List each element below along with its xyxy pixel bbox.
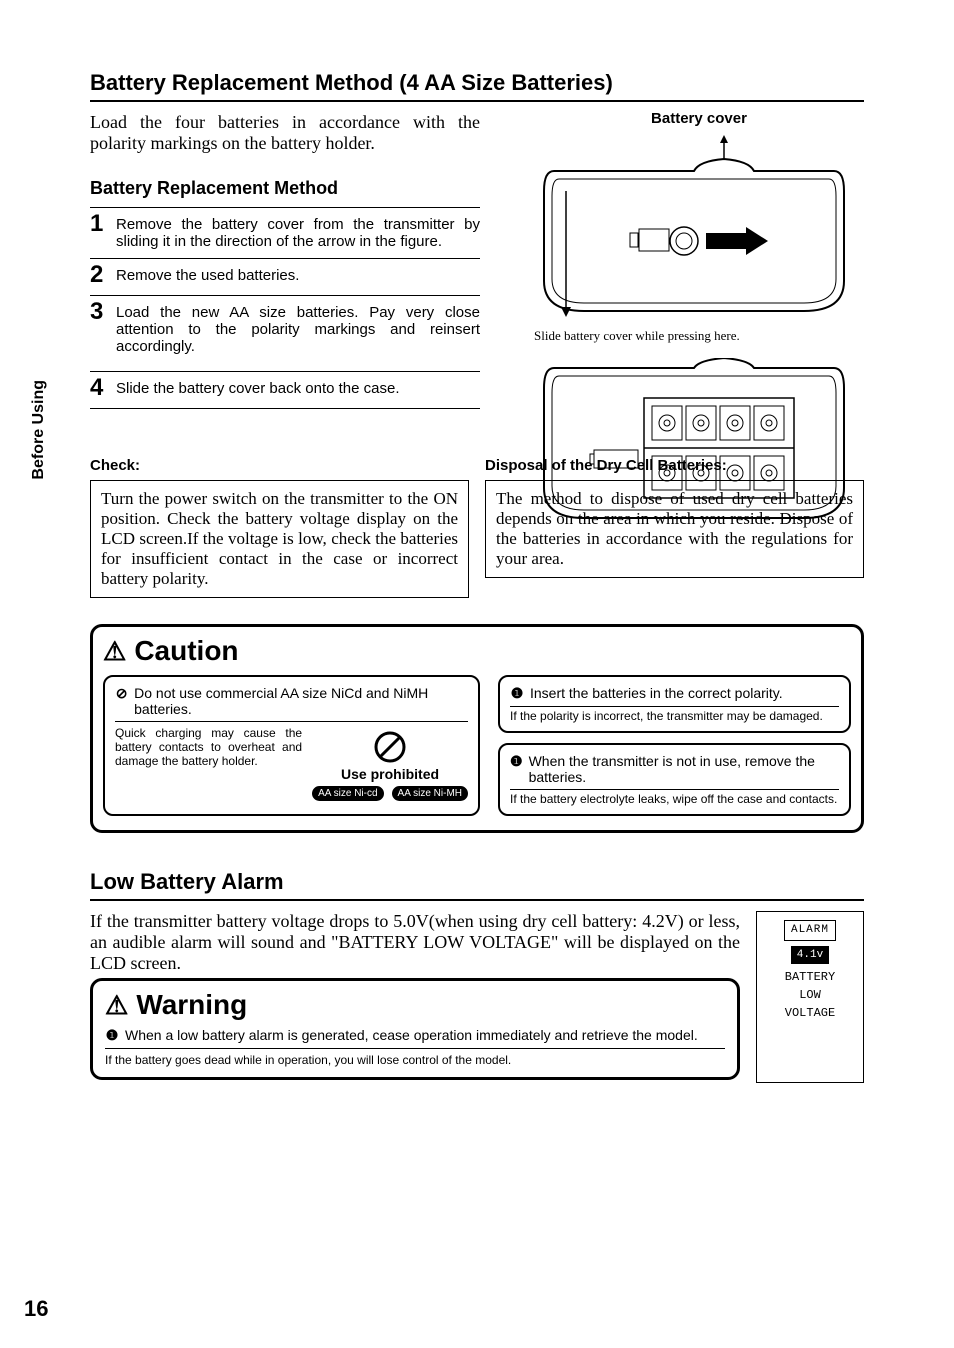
caution3-sub: If the battery electrolyte leaks, wipe o… <box>510 792 839 806</box>
caution-box-3: ❶ When the transmitter is not in use, re… <box>498 743 851 816</box>
step-text: Slide the battery cover back onto the ca… <box>116 376 480 397</box>
lcd-voltage: 4.1v <box>791 946 829 965</box>
prohibit-icon: ⊘ <box>115 685 128 702</box>
figures-area: Battery cover Slide battery cover while … <box>534 110 864 533</box>
battery-cover-caption: Slide battery cover while pressing here. <box>534 328 864 344</box>
side-tab: Before Using <box>30 380 48 480</box>
low-battery-text: If the transmitter battery voltage drops… <box>90 911 740 974</box>
pill-nimh: AA size Ni-MH <box>392 786 468 801</box>
caution-box-2: ❶ Insert the batteries in the correct po… <box>498 675 851 733</box>
caution-title: ⚠ Caution <box>103 635 851 667</box>
warning-title-text: Warning <box>136 989 247 1021</box>
low-battery-section: Low Battery Alarm If the transmitter bat… <box>90 869 864 1083</box>
step-number: 4 <box>90 376 108 400</box>
lcd-line3: VOLTAGE <box>761 1004 859 1022</box>
intro-text: Load the four batteries in accordance wi… <box>90 112 480 154</box>
step-text: Remove the battery cover from the transm… <box>116 212 480 250</box>
mandatory-icon: ❶ <box>105 1027 119 1044</box>
caution2-main: Insert the batteries in the correct pola… <box>530 685 783 701</box>
lcd-display: ALARM 4.1v BATTERY LOW VOLTAGE <box>756 911 864 1083</box>
caution-title-text: Caution <box>134 635 238 667</box>
caution2-sub: If the polarity is incorrect, the transm… <box>510 709 839 723</box>
caution3-main: When the transmitter is not in use, remo… <box>529 753 839 785</box>
step-text: Load the new AA size batteries. Pay very… <box>116 300 480 355</box>
steps-list: 1 Remove the battery cover from the tran… <box>90 207 480 409</box>
battery-compartment-figure <box>534 358 854 528</box>
prohibited-circle-icon <box>373 730 407 764</box>
check-box: Turn the power switch on the transmitter… <box>90 480 469 598</box>
check-label: Check: <box>90 457 469 474</box>
low-battery-title: Low Battery Alarm <box>90 869 864 901</box>
caution-box-1: ⊘ Do not use commercial AA size NiCd and… <box>103 675 480 816</box>
step-1: 1 Remove the battery cover from the tran… <box>90 207 480 258</box>
step-number: 2 <box>90 263 108 287</box>
warning-triangle-icon: ⚠ <box>105 992 128 1018</box>
warning-triangle-icon: ⚠ <box>103 638 126 664</box>
page: Before Using Battery Replacement Method … <box>0 0 954 1123</box>
caution1-main: Do not use commercial AA size NiCd and N… <box>134 685 468 717</box>
section-title: Battery Replacement Method (4 AA Size Ba… <box>90 70 864 102</box>
step-3: 3 Load the new AA size batteries. Pay ve… <box>90 295 480 371</box>
use-prohibited-label: Use prohibited <box>341 766 439 782</box>
check-col: Check: Turn the power switch on the tran… <box>90 433 469 598</box>
caution-section: ⚠ Caution ⊘ Do not use commercial AA siz… <box>90 624 864 833</box>
pill-nicd: AA size Ni-cd <box>312 786 383 801</box>
caution1-sub: Quick charging may cause the battery con… <box>115 726 302 801</box>
warning-box: ⚠ Warning ❶ When a low battery alarm is … <box>90 978 740 1080</box>
page-number: 16 <box>24 1296 48 1322</box>
lcd-line1: BATTERY <box>761 968 859 986</box>
lcd-line2: LOW <box>761 986 859 1004</box>
step-number: 1 <box>90 212 108 236</box>
mandatory-icon: ❶ <box>510 753 523 770</box>
warning-main: When a low battery alarm is generated, c… <box>125 1027 698 1043</box>
step-text: Remove the used batteries. <box>116 263 480 284</box>
step-4: 4 Slide the battery cover back onto the … <box>90 371 480 409</box>
warning-sub: If the battery goes dead while in operat… <box>105 1053 725 1067</box>
mandatory-icon: ❶ <box>510 685 524 702</box>
step-number: 3 <box>90 300 108 324</box>
step-2: 2 Remove the used batteries. <box>90 258 480 295</box>
battery-cover-figure <box>534 131 854 321</box>
use-prohibited-graphic: Use prohibited AA size Ni-cd AA size Ni-… <box>312 730 468 801</box>
battery-cover-label: Battery cover <box>534 110 864 127</box>
lcd-alarm: ALARM <box>784 920 836 941</box>
